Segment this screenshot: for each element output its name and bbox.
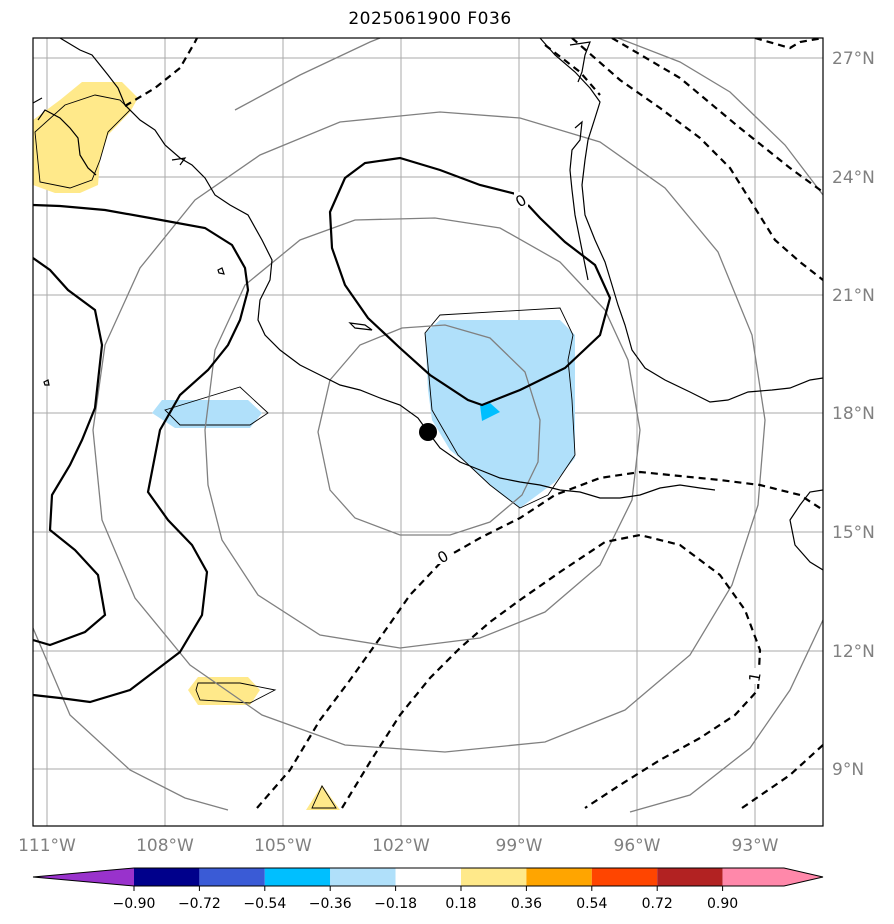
lon-label: 99°W: [496, 836, 543, 856]
colorbar-segment: [657, 868, 723, 886]
map-title: 2025061900 F036: [348, 9, 512, 29]
colorbar-segment: [264, 868, 331, 886]
lon-label: 105°W: [254, 836, 312, 856]
colorbar-segment: [526, 868, 592, 886]
colorbar-tick-label: −0.90: [113, 896, 156, 912]
colorbar: −0.90 −0.72 −0.54 −0.36 −0.18 0.18 0.36 …: [32, 867, 824, 912]
shade-outlines: [34, 94, 576, 809]
colorbar-segment: [461, 868, 527, 886]
lat-label: 12°N: [832, 642, 875, 662]
map-frame: [32, 37, 824, 827]
lon-label: 96°W: [614, 836, 661, 856]
colorbar-segment: [591, 868, 658, 886]
coastlines: [33, 38, 823, 571]
longitude-labels: 111°W 108°W 105°W 102°W 99°W 96°W 93°W: [18, 836, 779, 856]
yellow-shade-south: [188, 677, 260, 705]
lat-label: 27°N: [832, 49, 875, 69]
range-rings: [33, 38, 823, 813]
lat-label: 9°N: [832, 760, 864, 780]
colorbar-tick-label: 0.36: [511, 896, 542, 912]
map-content: [33, 38, 823, 826]
colorbar-tick-label: 0.54: [576, 896, 607, 912]
colorbar-tick-label: −0.36: [309, 896, 352, 912]
lat-label: 24°N: [832, 168, 875, 188]
colorbar-segment: [134, 868, 200, 886]
colorbar-extend-low: [33, 868, 134, 886]
lat-label: 21°N: [832, 286, 875, 306]
lon-label: 93°W: [732, 836, 779, 856]
gridlines: [33, 38, 823, 826]
latitude-labels: 27°N 24°N 21°N 18°N 15°N 12°N 9°N: [832, 49, 875, 780]
solid-contours: [33, 156, 612, 704]
contour-label-backgrounds: [436, 192, 762, 684]
colorbar-tick-label: −0.18: [374, 896, 417, 912]
colorbar-tick-label: 0.90: [707, 896, 738, 912]
colorbar-segment: [330, 868, 396, 886]
contour-label: 1: [745, 671, 764, 684]
colorbar-tick-label: −0.54: [243, 896, 286, 912]
lon-label: 102°W: [372, 836, 430, 856]
colorbar-tick-label: 0.72: [642, 896, 673, 912]
deepblue-shade-center: [480, 403, 500, 421]
center-marker: [419, 423, 437, 441]
colorbar-segment: [199, 868, 265, 886]
colorbar-extend-high: [722, 868, 823, 886]
colorbar-ticks: [133, 886, 724, 891]
dashed-contours: [124, 38, 823, 809]
lat-label: 18°N: [832, 404, 875, 424]
yellow-shade-bottom: [306, 785, 340, 810]
colorbar-tick-label: 0.18: [445, 896, 476, 912]
colorbar-tick-labels: −0.90 −0.72 −0.54 −0.36 −0.18 0.18 0.36 …: [113, 896, 739, 912]
colorbar-segment: [395, 868, 461, 886]
lon-label: 108°W: [136, 836, 194, 856]
lon-label: 111°W: [18, 836, 76, 856]
colorbar-tick-label: −0.72: [178, 896, 221, 912]
lat-label: 15°N: [832, 523, 875, 543]
